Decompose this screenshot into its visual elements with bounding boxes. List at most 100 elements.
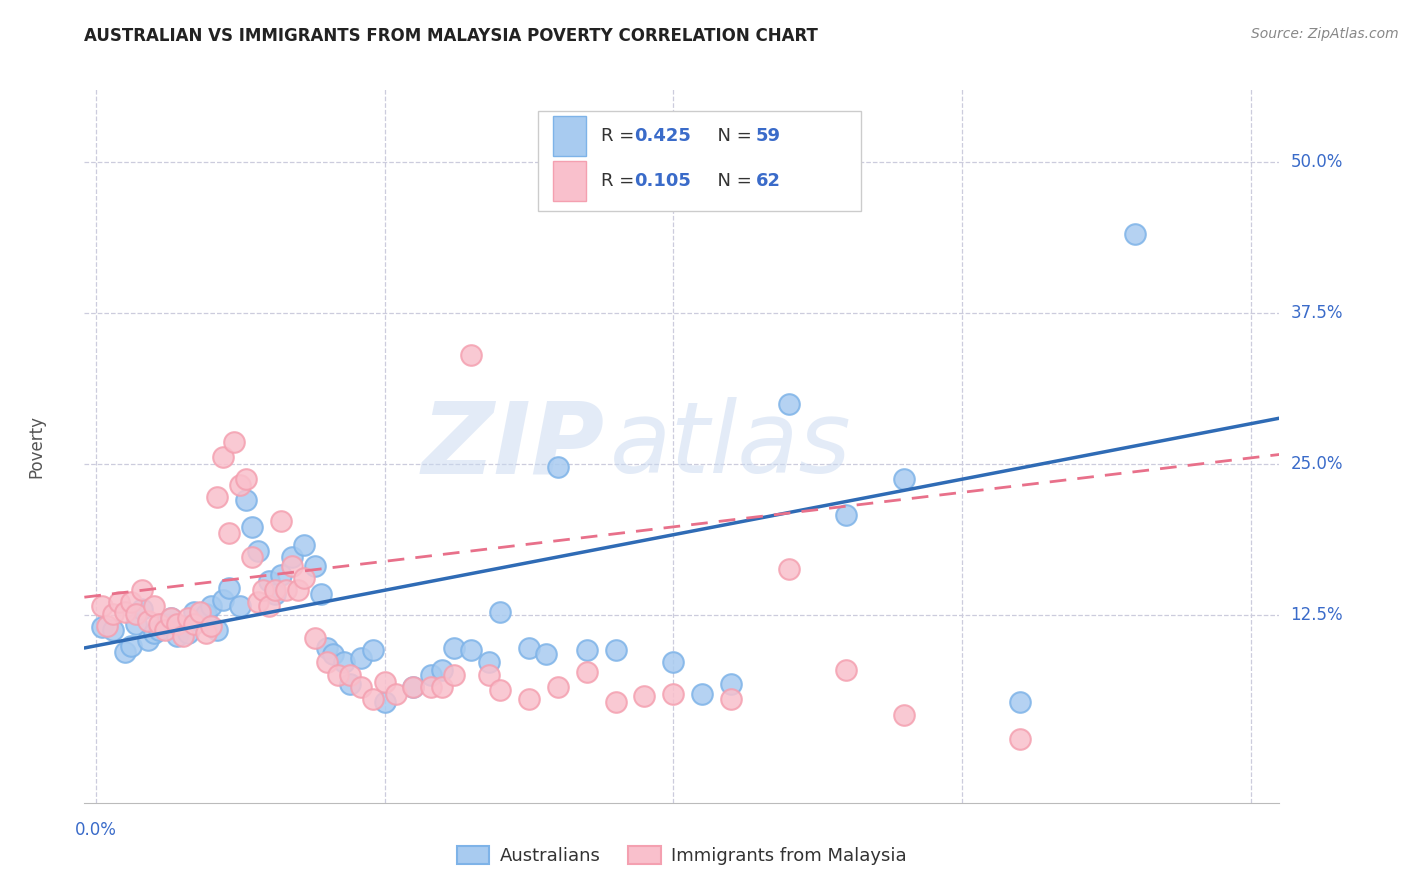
Point — [374, 674, 396, 689]
Point — [172, 629, 194, 643]
Point — [547, 680, 569, 694]
Point — [120, 639, 142, 653]
Point — [333, 656, 356, 670]
Text: N =: N = — [706, 127, 758, 145]
Point — [235, 493, 257, 508]
Point — [218, 526, 240, 541]
Point — [103, 607, 125, 621]
Point — [252, 582, 274, 597]
Point — [835, 508, 858, 522]
Point — [315, 656, 337, 670]
Point — [1123, 227, 1146, 242]
Point — [385, 687, 408, 701]
Point — [292, 538, 315, 552]
Point — [778, 397, 800, 411]
Point — [287, 582, 309, 597]
Point — [108, 595, 131, 609]
Point — [142, 599, 165, 613]
Point — [160, 611, 183, 625]
Point — [322, 647, 344, 661]
Point — [125, 616, 148, 631]
Text: 25.0%: 25.0% — [1291, 455, 1343, 473]
Point — [229, 477, 252, 491]
Text: ZIP: ZIP — [422, 398, 605, 494]
Point — [419, 680, 441, 694]
Point — [160, 611, 183, 625]
Point — [605, 695, 627, 709]
Point — [148, 616, 170, 631]
Point — [114, 645, 136, 659]
Point — [304, 632, 326, 646]
Point — [200, 599, 222, 613]
Point — [443, 667, 465, 681]
Point — [212, 450, 235, 464]
Point — [605, 643, 627, 657]
Point — [517, 691, 540, 706]
Point — [419, 667, 441, 681]
Text: 62: 62 — [756, 172, 780, 190]
Point — [212, 592, 235, 607]
Point — [662, 656, 685, 670]
Point — [304, 558, 326, 573]
Text: 0.425: 0.425 — [634, 127, 690, 145]
Point — [205, 623, 228, 637]
Point — [720, 691, 742, 706]
Bar — [553, 116, 586, 155]
Point — [194, 626, 217, 640]
Point — [246, 544, 269, 558]
Point — [131, 582, 153, 597]
Text: Source: ZipAtlas.com: Source: ZipAtlas.com — [1251, 27, 1399, 41]
Point — [350, 680, 373, 694]
Point — [315, 640, 337, 655]
Point — [893, 707, 915, 722]
Point — [536, 647, 558, 661]
Point — [166, 629, 188, 643]
Point — [125, 607, 148, 621]
Point — [893, 472, 915, 486]
Point — [292, 571, 315, 585]
Point — [432, 680, 454, 694]
Point — [177, 626, 200, 640]
Point — [131, 602, 153, 616]
Text: R =: R = — [600, 127, 640, 145]
Point — [281, 550, 304, 565]
Point — [402, 680, 425, 694]
Point — [218, 581, 240, 595]
Text: N =: N = — [706, 172, 758, 190]
FancyBboxPatch shape — [538, 111, 860, 211]
Point — [270, 514, 292, 528]
Text: atlas: atlas — [610, 398, 852, 494]
Point — [136, 615, 159, 629]
Point — [120, 595, 142, 609]
Point — [460, 348, 482, 362]
Point — [281, 558, 304, 573]
Point — [240, 550, 263, 565]
Point — [517, 640, 540, 655]
Point — [177, 611, 200, 625]
Point — [229, 599, 252, 613]
Text: R =: R = — [600, 172, 640, 190]
Point — [264, 586, 287, 600]
Point — [264, 582, 287, 597]
Text: Poverty: Poverty — [28, 415, 45, 477]
Point — [205, 490, 228, 504]
Point — [575, 665, 598, 680]
Point — [276, 582, 298, 597]
Text: 50.0%: 50.0% — [1291, 153, 1343, 170]
Point — [194, 607, 217, 621]
Text: 59: 59 — [756, 127, 780, 145]
Point — [489, 683, 512, 698]
Point — [172, 619, 194, 633]
Point — [90, 620, 112, 634]
Point — [183, 616, 205, 631]
Point — [402, 680, 425, 694]
Point — [142, 626, 165, 640]
Point — [460, 643, 482, 657]
Point — [477, 667, 499, 681]
Point — [153, 623, 176, 637]
Point — [96, 619, 118, 633]
Text: 0.0%: 0.0% — [75, 821, 117, 838]
Point — [1008, 731, 1031, 746]
Point — [477, 656, 499, 670]
Text: AUSTRALIAN VS IMMIGRANTS FROM MALAYSIA POVERTY CORRELATION CHART: AUSTRALIAN VS IMMIGRANTS FROM MALAYSIA P… — [84, 27, 818, 45]
